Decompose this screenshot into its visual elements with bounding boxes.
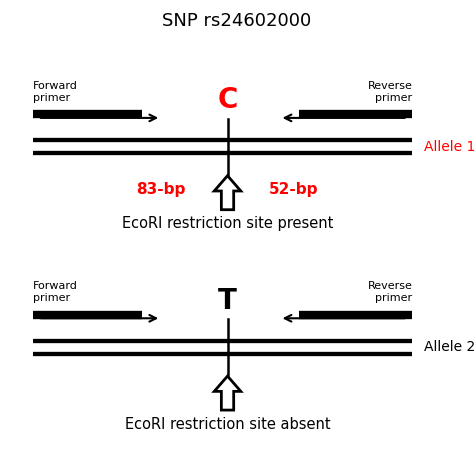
- Text: SNP rs24602000: SNP rs24602000: [163, 12, 311, 30]
- Polygon shape: [214, 176, 241, 210]
- Text: Reverse
primer: Reverse primer: [367, 81, 412, 103]
- Text: EcoRI restriction site absent: EcoRI restriction site absent: [125, 417, 330, 432]
- Polygon shape: [214, 376, 241, 410]
- Text: Allele 2: Allele 2: [424, 340, 474, 354]
- Text: 52-bp: 52-bp: [269, 182, 319, 197]
- Text: T: T: [218, 287, 237, 315]
- Text: Allele 1: Allele 1: [424, 140, 474, 154]
- Text: C: C: [218, 86, 237, 114]
- Text: Reverse
primer: Reverse primer: [367, 281, 412, 303]
- Text: Forward
primer: Forward primer: [33, 281, 78, 303]
- Bar: [33, 341, 412, 354]
- Text: EcoRI restriction site present: EcoRI restriction site present: [122, 216, 333, 231]
- Text: 83-bp: 83-bp: [137, 182, 186, 197]
- Text: Forward
primer: Forward primer: [33, 81, 78, 103]
- Bar: [33, 140, 412, 153]
